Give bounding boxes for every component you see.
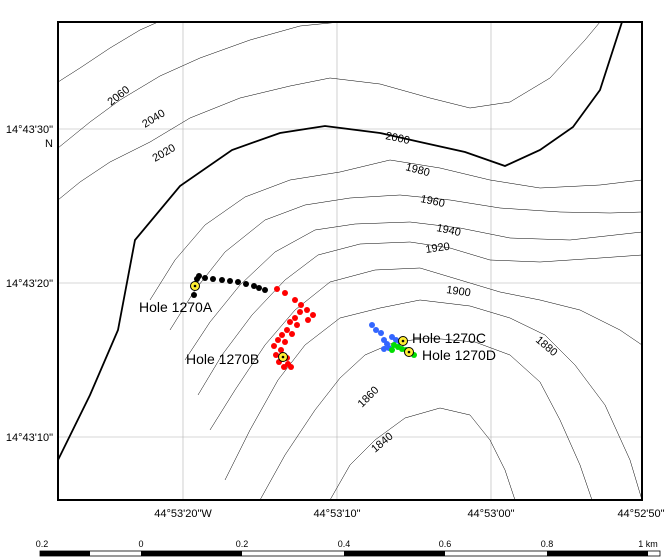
lon-label: 44°53'20"W: [154, 508, 212, 520]
hole-1270a-marker: [190, 281, 200, 291]
hole-1270c-marker: [398, 336, 408, 346]
contour-label: 1960: [419, 193, 445, 210]
contour-2060: [58, 22, 159, 83]
graticule: [58, 22, 642, 500]
lon-label: 44°53'10": [313, 508, 360, 520]
contour-label-group: 2060 2040 2020 2000 1980 1960 1940 1920 …: [105, 84, 559, 455]
hole-1270b-marker: [278, 352, 288, 362]
contour-1980: [149, 159, 642, 301]
hole-1270d-label: Hole 1270D: [422, 347, 496, 363]
lat-label: 14°43'20": [6, 278, 53, 290]
lon-label: 44°53'00": [467, 508, 514, 520]
scale-label: 0: [138, 539, 143, 549]
scale-label: 1 km: [638, 539, 658, 549]
scale-label: 0.2: [36, 539, 49, 549]
contour-label: 2020: [151, 142, 178, 165]
contour-2020: [58, 22, 601, 201]
hole-1270d-marker: [404, 347, 414, 357]
scale-label: 0.4: [338, 539, 351, 549]
contour-1880: [224, 299, 642, 500]
contour-1840: [329, 407, 516, 500]
scale-bar: 0.2 0 0.2 0.4 0.6 0.8 1 km: [36, 539, 661, 557]
hole-1270a-points: [191, 273, 268, 298]
lat-label: 14°43'30": [6, 124, 53, 136]
contour-label: 1840: [369, 430, 395, 455]
contour-label: 1860: [356, 384, 382, 410]
lat-label-suffix: N: [45, 138, 53, 150]
hole-1270c-label: Hole 1270C: [412, 330, 486, 346]
scale-label: 0.6: [439, 539, 452, 549]
scale-label: 0.2: [236, 539, 249, 549]
contour-label: 1980: [404, 161, 431, 179]
hole-1270a-label: Hole 1270A: [139, 299, 213, 315]
contour-label: 1880: [533, 334, 559, 359]
contour-1920: [197, 241, 642, 396]
contour-label: 2000: [384, 130, 410, 147]
contour-lines: [58, 22, 642, 500]
contour-label: 1900: [446, 284, 472, 299]
contour-1860: [259, 337, 593, 500]
map-frame: [57, 21, 643, 501]
contour-1900: [209, 267, 642, 431]
contour-label: 2040: [140, 107, 167, 130]
contour-label: 1940: [435, 222, 461, 239]
contour-label: 1920: [425, 241, 451, 256]
contour-1960: [169, 194, 642, 331]
contour-2000: [58, 22, 623, 461]
hole-1270b-label: Hole 1270B: [186, 351, 259, 367]
scale-label: 0.8: [541, 539, 554, 549]
contour-2040: [58, 22, 341, 149]
contour-1940: [184, 221, 642, 361]
lon-label: 44°52'50": [617, 508, 664, 520]
contour-label: 2060: [105, 84, 132, 109]
lat-label: 14°43'10": [6, 432, 53, 444]
